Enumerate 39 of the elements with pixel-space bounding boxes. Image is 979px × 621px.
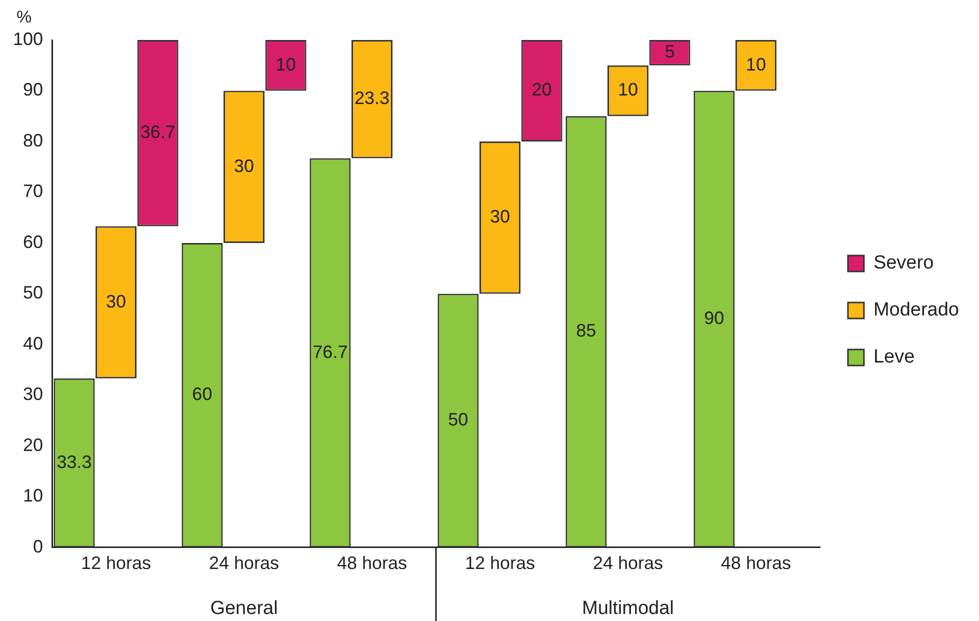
y-tick-label: 60 xyxy=(23,232,44,252)
x-tick-label: 24 horas xyxy=(208,553,280,574)
data-label: 5 xyxy=(664,42,675,62)
x-tick-label: 24 horas xyxy=(592,553,663,574)
y-tick-label: 70 xyxy=(23,181,44,202)
data-label: 10 xyxy=(618,80,638,100)
text: General xyxy=(210,598,278,620)
y-tick-label: 30 xyxy=(23,384,44,404)
y-tick-label: 50 xyxy=(23,282,44,303)
legend-label: Moderado xyxy=(873,300,960,321)
data-label: 20 xyxy=(532,80,552,100)
data-label: 50 xyxy=(448,410,468,430)
data-label: 30 xyxy=(106,291,126,312)
data-label: 10 xyxy=(276,54,296,74)
data-label: 33.3 xyxy=(56,452,92,472)
text: Multimodal xyxy=(582,598,674,620)
data-label: 23.3 xyxy=(354,88,390,108)
y-tick-label: 80 xyxy=(23,130,44,150)
x-tick-label: 48 horas xyxy=(336,553,408,574)
data-label: 10 xyxy=(746,54,766,74)
y-tick-label: 90 xyxy=(23,80,44,100)
legend-label: Leve xyxy=(873,346,915,368)
data-label: 85 xyxy=(576,320,596,341)
y-tick-label: 40 xyxy=(23,333,44,354)
y-tick-label: 20 xyxy=(23,434,44,455)
data-label: 76.7 xyxy=(312,342,348,362)
y-tick-label: 100 xyxy=(12,28,44,49)
y-tick-label: 10 xyxy=(23,486,44,506)
legend-label: Severo xyxy=(873,252,934,274)
data-label: 36.7 xyxy=(140,122,176,142)
x-tick-label: 12 horas xyxy=(464,553,536,574)
x-tick-label: 48 horas xyxy=(720,553,791,574)
data-label: 30 xyxy=(234,156,254,176)
data-label: 60 xyxy=(192,384,212,404)
data-label: 90 xyxy=(704,308,724,328)
y-tick-label: 0 xyxy=(33,536,44,556)
x-tick-label: 12 horas xyxy=(80,553,152,574)
data-label: 30 xyxy=(490,206,510,227)
y-axis-title: % xyxy=(16,8,32,27)
